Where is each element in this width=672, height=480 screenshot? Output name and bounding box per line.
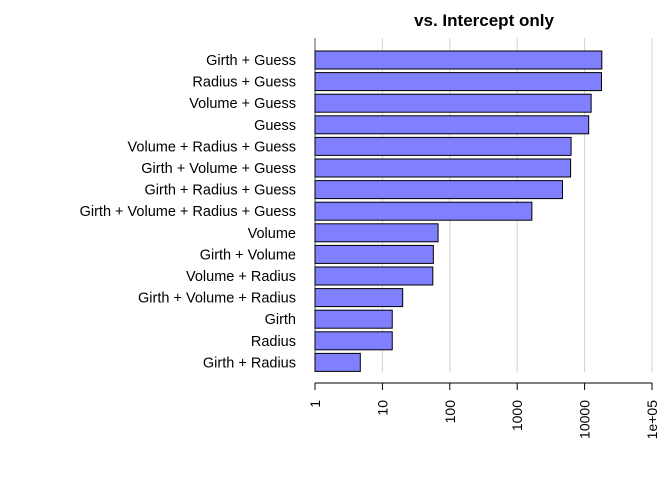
category-label: Girth + Volume + Guess [141,161,296,177]
category-label: Guess [254,118,296,134]
bar [314,309,393,329]
category-label: Girth + Volume [200,247,296,263]
category-label: Radius [251,334,296,350]
bar [314,223,439,243]
bar [314,93,592,113]
category-label: Girth + Volume + Radius [138,291,296,307]
bar [314,201,533,221]
bar [314,266,434,286]
category-labels: Girth + Guess Radius + Guess Volume + Gues… [80,53,296,371]
category-label: Girth + Guess [206,53,296,69]
x-tick-label: 10 [374,400,390,416]
category-label: Girth + Volume + Radius + Guess [80,204,296,220]
x-tick-label: 1e+05 [644,400,660,440]
bar [314,180,563,200]
category-label: Volume + Guess [189,96,296,112]
bar [314,72,602,92]
category-label: Volume + Radius [186,269,296,285]
x-tick-label: 100 [442,400,458,424]
category-label: Girth + Radius [203,355,296,371]
category-label: Radius + Guess [192,75,296,91]
x-tick-label: 1000 [509,400,525,431]
category-label: Girth [265,312,296,328]
category-label: Girth + Radius + Guess [144,183,296,199]
x-tick-label: 10000 [577,400,593,439]
bar [314,158,572,178]
bar [314,136,572,156]
x-tick-label: 1 [307,400,323,408]
chart-title: vs. Intercept only [414,11,554,30]
category-label: Volume + Radius + Guess [128,139,296,155]
bars [314,50,603,372]
bar [314,352,361,372]
category-label: Volume [248,226,296,242]
bar [314,288,404,308]
bar [314,244,434,264]
x-axis: 1 10 100 1000 10000 1e+05 [307,382,660,440]
bar [314,331,393,351]
bar [314,115,590,135]
bar [314,50,603,70]
